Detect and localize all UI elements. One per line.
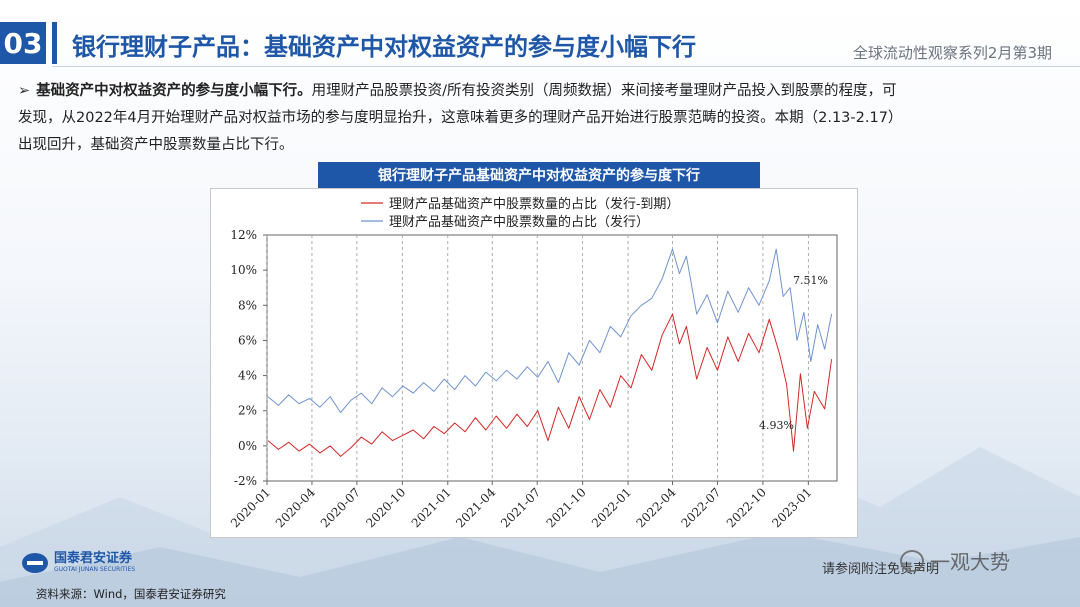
x-tick-label: 2021-01 [409,485,454,530]
series-line-issue [267,248,833,413]
y-tick-label: 0% [238,439,257,453]
x-tick-label: 2020-01 [228,485,273,530]
x-tick-label: 2023-01 [769,485,814,530]
x-tick-label: 2022-10 [724,485,769,530]
logo-text-en: GUOTAI JUNAN SECURITIES [54,566,136,573]
y-tick-label: 10% [230,263,257,277]
bullet-line-3: 出现回升，基础资产中股票数量占比下行。 [18,137,294,153]
wechat-watermark: 一观大势 [900,546,1010,575]
logo-icon [22,552,48,573]
y-tick-label: 12% [230,228,257,242]
logo-text-cn: 国泰君安证券 [54,551,133,566]
legend-label: 理财产品基础资产中股票数量的占比（发行） [389,214,649,230]
bullet-text-1: 用理财产品股票投资/所有投资类别（周频数据）来间接考量理财产品投入到股票的程度，… [311,83,897,99]
series-line-issue-minus-maturity [267,313,833,457]
x-tick-label: 2020-07 [318,485,363,530]
x-tick-label: 2022-01 [589,485,634,530]
wechat-icon [900,549,924,572]
x-tick-label: 2021-10 [544,485,589,530]
title-accent-bar [52,22,57,64]
page-title: 银行理财子产品：基础资产中对权益资产的参与度小幅下行 [72,33,696,61]
chart-frame: -2% 0% 2% 4% 6% 8% 10% 12% 2020-01 2020-04 2020-07… [210,188,858,538]
bullet-arrow-icon: ➢ [18,83,31,99]
x-tick-label: 2020-04 [273,485,318,530]
watermark-text: 一观大势 [930,550,1010,574]
chart-title-banner: 银行理财子产品基础资产中对权益资产的参与度下行 [318,162,760,188]
bullet-paragraph: ➢ 基础资产中对权益资产的参与度小幅下行。用理财产品股票投资/所有投资类别（周频数… [18,78,1058,159]
y-tick-label: 2% [238,404,257,418]
y-tick-label: 6% [238,333,257,347]
x-tick-label: 2022-07 [678,485,723,530]
bullet-headline: 基础资产中对权益资产的参与度小幅下行。 [36,83,312,99]
bullet-line-2: 发现，从2022年4月开始理财产品对权益市场的参与度明显抬升，这意味着更多的理财… [18,110,903,126]
y-tick-label: -2% [234,474,257,488]
data-source: 资料来源：Wind，国泰君安证券研究 [36,587,226,601]
annotation-blue-last: 7.51% [793,274,828,287]
report-series-title: 全球流动性观察系列2月第3期 [852,44,1052,62]
x-tick-label: 2020-10 [363,485,408,530]
y-tick-label: 8% [238,298,257,312]
legend-label: 理财产品基础资产中股票数量的占比（发行-到期） [389,196,679,212]
x-tick-label: 2021-04 [453,485,498,530]
plot-area [266,234,838,482]
bullet-line-1: ➢ 基础资产中对权益资产的参与度小幅下行。用理财产品股票投资/所有投资类别（周频数… [18,78,1058,105]
x-tick-label: 2021-07 [498,485,543,530]
y-tick-label: 4% [238,369,257,383]
line-chart: -2% 0% 2% 4% 6% 8% 10% 12% 2020-01 2020-04 2020-07… [228,196,838,530]
x-tick-label: 2022-04 [633,485,678,530]
company-logo: 国泰君安证券 GUOTAI JUNAN SECURITIES [22,552,135,573]
section-number: 03 [0,22,46,64]
annotation-red-last: 4.93% [759,419,794,432]
title-divider [52,66,1080,67]
